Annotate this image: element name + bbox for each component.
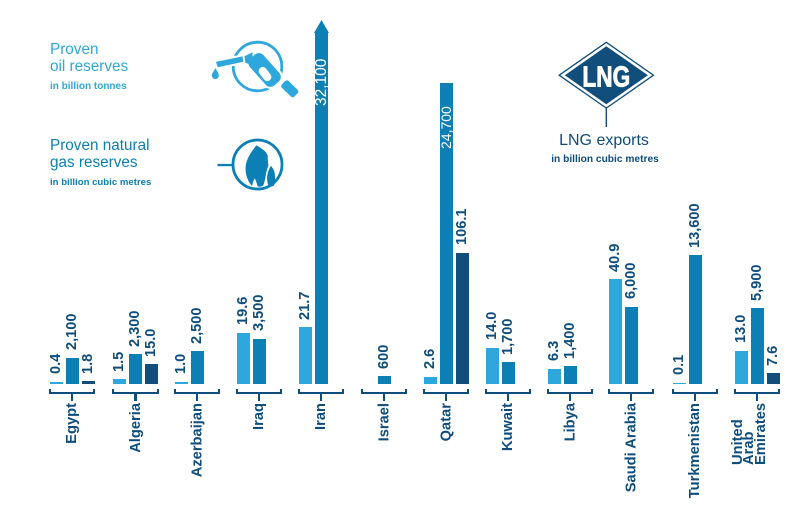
svg-text:LNG: LNG <box>582 60 630 93</box>
